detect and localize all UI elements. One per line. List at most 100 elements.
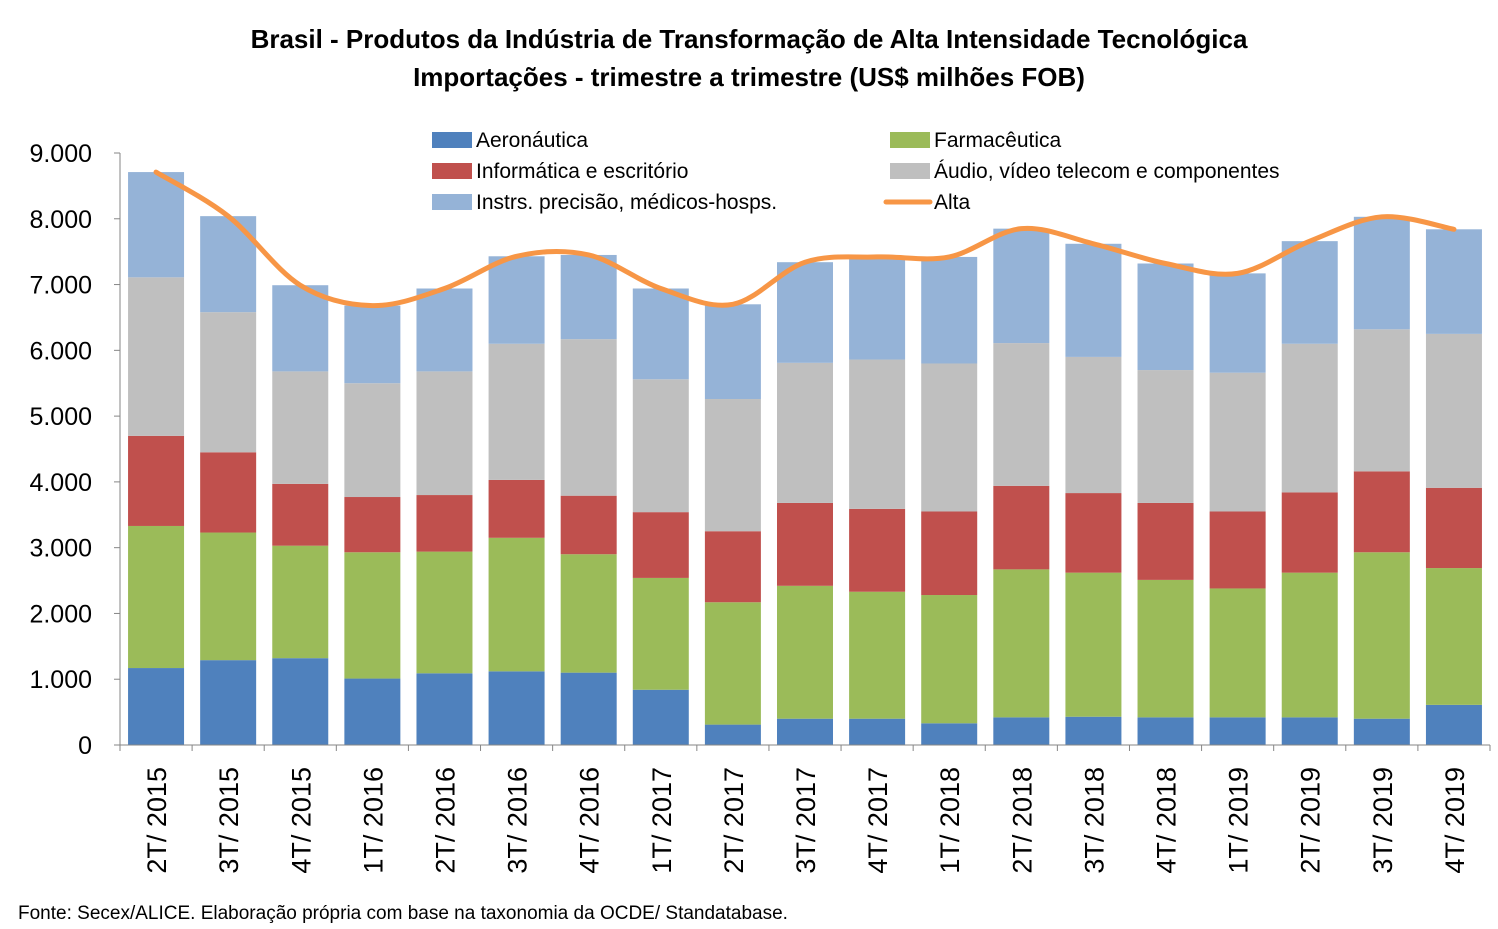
bar-segment	[200, 660, 257, 745]
bar-segment	[1209, 372, 1266, 512]
bar-segment	[1281, 343, 1338, 493]
legend-swatch	[432, 163, 472, 179]
legend-item: Instrs. precisão, médicos-hosps.	[432, 191, 777, 214]
bar-segment	[1425, 333, 1482, 488]
bar-segment	[560, 254, 617, 340]
bar-segment	[632, 379, 689, 513]
bar-segment	[993, 343, 1050, 486]
y-tick-label: 6.000	[29, 337, 92, 365]
legend-item: Aeronáutica	[432, 129, 588, 152]
y-tick-label: 5.000	[29, 403, 92, 431]
bars-layer	[128, 172, 1482, 745]
x-tick-label: 4T/ 2017	[863, 767, 893, 874]
bar-segment	[1353, 216, 1410, 330]
bar-segment	[128, 172, 185, 278]
bar-segment	[344, 552, 401, 679]
bar-segment	[1425, 487, 1482, 569]
chart-subtitle: Importações - trimestre a trimestre (US$…	[413, 62, 1085, 92]
legend-label: Informática e escritório	[476, 160, 688, 183]
y-tick-label: 1.000	[29, 666, 92, 694]
legend-item: Informática e escritório	[432, 160, 688, 183]
legend-label: Alta	[934, 191, 971, 214]
bar-segment	[1065, 493, 1122, 573]
bar-segment	[128, 525, 185, 669]
legend-label: Farmacêutica	[934, 129, 1062, 152]
bar-segment	[200, 312, 257, 453]
x-tick-label: 1T/ 2017	[647, 767, 677, 874]
bar-segment	[1137, 263, 1194, 371]
bar-segment	[1065, 243, 1122, 357]
bar-segment	[560, 554, 617, 673]
bar-segment	[1209, 273, 1266, 373]
bar-segment	[849, 359, 906, 509]
bar-segment	[416, 551, 473, 674]
bar-segment	[1209, 511, 1266, 589]
x-tick-label: 1T/ 2018	[935, 767, 965, 874]
x-tick-label: 2T/ 2016	[430, 767, 460, 874]
bar-segment	[777, 585, 833, 719]
y-tick-label: 7.000	[29, 272, 92, 300]
x-tick-label: 4T/ 2015	[286, 767, 316, 874]
bar-segment	[704, 399, 761, 532]
legend-item: Alta	[883, 191, 971, 214]
bar-segment	[560, 339, 617, 496]
bar-segment	[416, 495, 473, 552]
bar-segment	[1281, 241, 1338, 344]
y-tick-label: 4.000	[29, 469, 92, 497]
x-tick-label: 4T/ 2016	[575, 767, 605, 874]
bar-segment	[488, 256, 545, 344]
bar-segment	[416, 673, 473, 745]
bar-segment	[849, 718, 906, 745]
legend-swatch	[432, 132, 472, 148]
bar-segment	[704, 304, 761, 400]
bar-segment	[488, 343, 545, 480]
x-tick-label: 3T/ 2019	[1368, 767, 1398, 874]
y-tick-label: 9.000	[29, 140, 92, 168]
bar-segment	[560, 672, 617, 745]
bar-segment	[200, 452, 257, 533]
x-tick-label: 1T/ 2016	[358, 767, 388, 874]
bar-segment	[921, 511, 978, 596]
bar-segment	[488, 671, 545, 745]
bar-segment	[1281, 717, 1338, 745]
bar-segment	[560, 495, 617, 555]
bar-segment	[272, 658, 329, 745]
bar-segment	[128, 435, 185, 526]
bar-segment	[921, 595, 978, 724]
bar-segment	[488, 537, 545, 672]
bar-segment	[1281, 572, 1338, 718]
bar-segment	[200, 216, 257, 313]
x-tick-label: 2T/ 2018	[1007, 767, 1037, 874]
bar-segment	[1353, 552, 1410, 719]
bar-segment	[272, 285, 329, 372]
bar-segment	[1065, 716, 1122, 745]
bar-segment	[344, 305, 401, 384]
bar-segment	[1353, 329, 1410, 472]
bar-segment	[921, 256, 978, 364]
bar-segment	[416, 371, 473, 496]
bar-segment	[993, 228, 1050, 344]
x-tick-label: 3T/ 2017	[791, 767, 821, 874]
bar-segment	[704, 531, 761, 603]
legend-label: Áudio, vídeo telecom e componentes	[934, 160, 1280, 183]
bar-segment	[1209, 588, 1266, 718]
x-tick-label: 3T/ 2016	[503, 767, 533, 874]
bar-segment	[704, 602, 761, 725]
bar-segment	[1137, 717, 1194, 745]
bar-segment	[777, 718, 833, 745]
bar-segment	[1065, 572, 1122, 717]
chart-title: Brasil - Produtos da Indústria de Transf…	[250, 24, 1248, 54]
bar-segment	[1425, 568, 1482, 705]
axes-layer: 0 1.000 2.000 3.000 4.000 5.000 6.000 7.000 8.00…	[29, 140, 1491, 874]
bar-segment	[488, 479, 545, 538]
bar-segment	[1137, 579, 1194, 718]
bar-segment	[344, 383, 401, 498]
bar-segment	[1065, 356, 1122, 494]
bar-segment	[777, 502, 833, 586]
bar-segment	[632, 689, 689, 745]
bar-segment	[1353, 718, 1410, 745]
bar-segment	[632, 288, 689, 380]
x-tick-label: 4T/ 2018	[1152, 767, 1182, 874]
legend-item: Farmacêutica	[890, 129, 1062, 152]
